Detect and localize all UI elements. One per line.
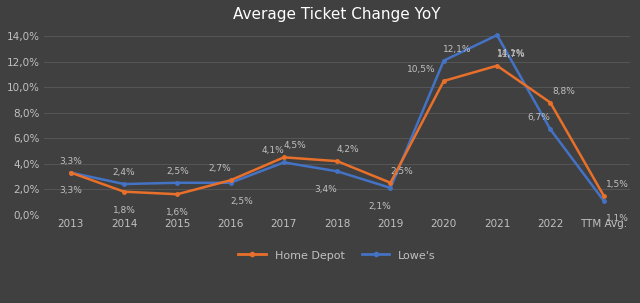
Text: 8,8%: 8,8% [553,87,575,96]
Lowe's [227,181,234,185]
Legend: Home Depot, Lowe's: Home Depot, Lowe's [234,246,440,265]
Text: 11,7%: 11,7% [497,50,525,59]
Text: 10,5%: 10,5% [407,65,436,74]
Lowe's [173,181,181,185]
Lowe's [333,169,341,173]
Home Depot [280,155,288,159]
Lowe's [493,33,501,37]
Home Depot [547,101,554,105]
Lowe's [440,59,447,62]
Text: 1,8%: 1,8% [113,205,136,215]
Text: 4,2%: 4,2% [337,145,360,154]
Home Depot [120,190,128,194]
Title: Average Ticket Change YoY: Average Ticket Change YoY [234,7,441,22]
Home Depot [227,178,234,182]
Line: Home Depot: Home Depot [69,64,605,197]
Lowe's [120,182,128,186]
Text: 3,3%: 3,3% [60,186,82,195]
Text: 6,7%: 6,7% [528,113,550,122]
Home Depot [387,181,394,185]
Lowe's [387,186,394,190]
Text: 2,7%: 2,7% [208,164,231,173]
Home Depot [493,64,501,68]
Line: Lowe's: Lowe's [69,33,605,202]
Text: 1,1%: 1,1% [606,215,629,224]
Text: 4,5%: 4,5% [284,142,307,150]
Home Depot [600,194,607,197]
Text: 12,1%: 12,1% [444,45,472,54]
Text: 3,3%: 3,3% [60,157,82,166]
Text: 2,5%: 2,5% [390,167,413,176]
Lowe's [547,128,554,131]
Text: 2,5%: 2,5% [166,167,189,176]
Home Depot [333,159,341,163]
Lowe's [280,161,288,164]
Text: 2,4%: 2,4% [113,168,135,177]
Text: 1,5%: 1,5% [606,180,629,188]
Home Depot [67,171,75,175]
Text: 2,1%: 2,1% [368,202,391,211]
Home Depot [173,192,181,196]
Text: 14,1%: 14,1% [497,49,525,58]
Home Depot [440,79,447,83]
Text: 3,4%: 3,4% [315,185,337,194]
Text: 1,6%: 1,6% [166,208,189,217]
Text: 2,5%: 2,5% [230,197,253,206]
Lowe's [600,199,607,202]
Lowe's [67,171,75,175]
Text: 4,1%: 4,1% [261,146,284,155]
